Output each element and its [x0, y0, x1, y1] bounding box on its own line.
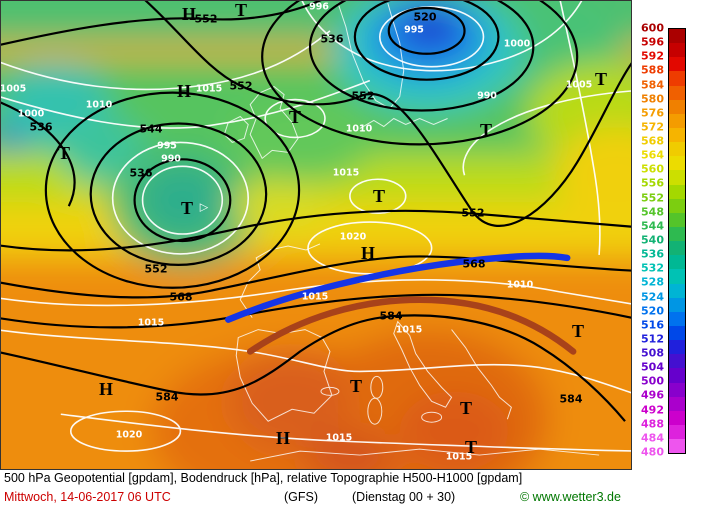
scale-band [669, 212, 685, 227]
scale-band [669, 424, 685, 440]
scale-value: 532 [641, 261, 664, 275]
scale-value: 484 [641, 431, 664, 445]
scale-value: 556 [641, 176, 664, 190]
scale-band [669, 396, 685, 411]
scale-band [669, 382, 685, 397]
front-annotations [225, 252, 577, 355]
scale-band [669, 57, 685, 72]
scale-value: 548 [641, 205, 664, 219]
scale-value: 496 [641, 388, 664, 402]
scale-value: 528 [641, 275, 664, 289]
scale-value: 572 [641, 120, 664, 134]
scale-bar [668, 28, 686, 454]
footer-datetime: Mittwoch, 14-06-2017 06 UTC [4, 490, 171, 504]
scale-labels: 600 596 592 588 584 580 576 572 568 564 560 556 552 5… [634, 22, 664, 459]
scale-band [669, 283, 685, 298]
scale-band [669, 269, 685, 284]
scale-value: 584 [641, 78, 664, 92]
scale-value: 504 [641, 360, 664, 374]
scale-value: 512 [641, 332, 664, 346]
scale-band [669, 99, 685, 114]
scale-value: 588 [641, 63, 664, 77]
scale-value: 524 [641, 290, 664, 304]
scale-value: 500 [641, 374, 664, 388]
scale-value: 508 [641, 346, 664, 360]
scale-value: 520 [641, 304, 664, 318]
scale-value: 540 [641, 233, 664, 247]
scale-value: 480 [641, 445, 664, 459]
scale-band [669, 325, 685, 341]
scale-band [669, 311, 685, 326]
front-brown [246, 296, 577, 355]
scale-band [669, 255, 685, 270]
scale-band [669, 184, 685, 199]
scale-band [669, 127, 685, 143]
scale-value: 488 [641, 417, 664, 431]
scale-value: 576 [641, 106, 664, 120]
scale-band [669, 71, 685, 86]
front-blue [225, 252, 571, 323]
scale-band [669, 241, 685, 256]
scale-band [669, 340, 685, 355]
scale-value: 492 [641, 403, 664, 417]
scale-band [669, 113, 685, 128]
scale-value: 564 [641, 148, 664, 162]
scale-value: 544 [641, 219, 664, 233]
scale-band [669, 297, 685, 312]
footer-copyright: © www.wetter3.de [520, 490, 621, 504]
scale-value: 516 [641, 318, 664, 332]
map-caption: 500 hPa Geopotential [gpdam], Bodendruck… [4, 471, 523, 485]
scale-band [669, 439, 685, 454]
scale-band [669, 354, 685, 369]
scale-band [669, 43, 685, 58]
map-canvas: 552 536 520 552 552 536 544 536 552 552 568 568 584 5… [0, 0, 632, 470]
scale-band [669, 156, 685, 171]
scale-band [669, 142, 685, 157]
scale-value: 580 [641, 92, 664, 106]
scale-value: 600 [641, 21, 664, 35]
scale-value: 568 [641, 134, 664, 148]
scale-band [669, 226, 685, 242]
footer-model: (GFS) [284, 490, 319, 504]
scale-value: 536 [641, 247, 664, 261]
footer-run: (Dienstag 00 + 30) [352, 490, 456, 504]
scale-value: 592 [641, 49, 664, 63]
scale-band [669, 198, 685, 213]
map-graphic [1, 1, 631, 469]
scale-band [669, 85, 685, 100]
scale-band [669, 368, 685, 383]
scale-value: 596 [641, 35, 664, 49]
scale-band [669, 170, 685, 185]
scale-value: 560 [641, 162, 664, 176]
scale-value: 552 [641, 191, 664, 205]
scale-band [669, 29, 685, 44]
geopotential-contours [1, 1, 631, 422]
scale-band [669, 410, 685, 425]
